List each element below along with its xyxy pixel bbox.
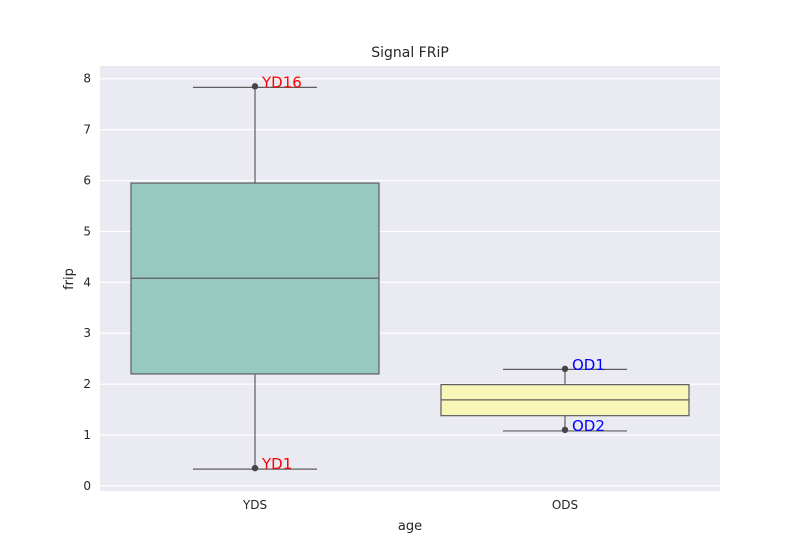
data-point	[251, 83, 259, 90]
y-tick-label: 8	[83, 72, 91, 86]
y-axis-label: frip	[62, 268, 77, 290]
y-tick-label: 7	[83, 123, 91, 137]
chart-title: Signal FRiP	[371, 45, 449, 61]
point-annotation: YD1	[261, 455, 292, 473]
data-point	[251, 464, 259, 472]
point-annotation: OD2	[572, 417, 605, 435]
data-point	[561, 365, 569, 373]
point-annotation: OD1	[572, 356, 605, 374]
y-tick-label: 1	[83, 428, 91, 442]
x-tick-label: ODS	[552, 498, 578, 512]
data-point	[561, 426, 569, 434]
y-tick-label: 5	[83, 224, 91, 238]
x-tick-label: YDS	[242, 498, 267, 512]
y-axis-ticks: 0 1 2 3 4 5 6 7 8	[83, 72, 91, 493]
box-group: YD16 YD1	[130, 73, 380, 473]
box-group: OD1 OD2	[440, 356, 690, 435]
x-axis-label: age	[398, 519, 422, 534]
y-tick-label: 3	[83, 326, 91, 340]
boxes: YD16 YD1 OD1 OD2	[130, 73, 690, 473]
y-tick-label: 4	[83, 275, 91, 289]
y-tick-label: 6	[83, 174, 91, 188]
y-tick-label: 0	[83, 479, 91, 493]
x-axis-ticks: YDS ODS	[242, 498, 578, 512]
y-tick-label: 2	[83, 377, 91, 391]
point-annotation: YD16	[261, 73, 302, 91]
